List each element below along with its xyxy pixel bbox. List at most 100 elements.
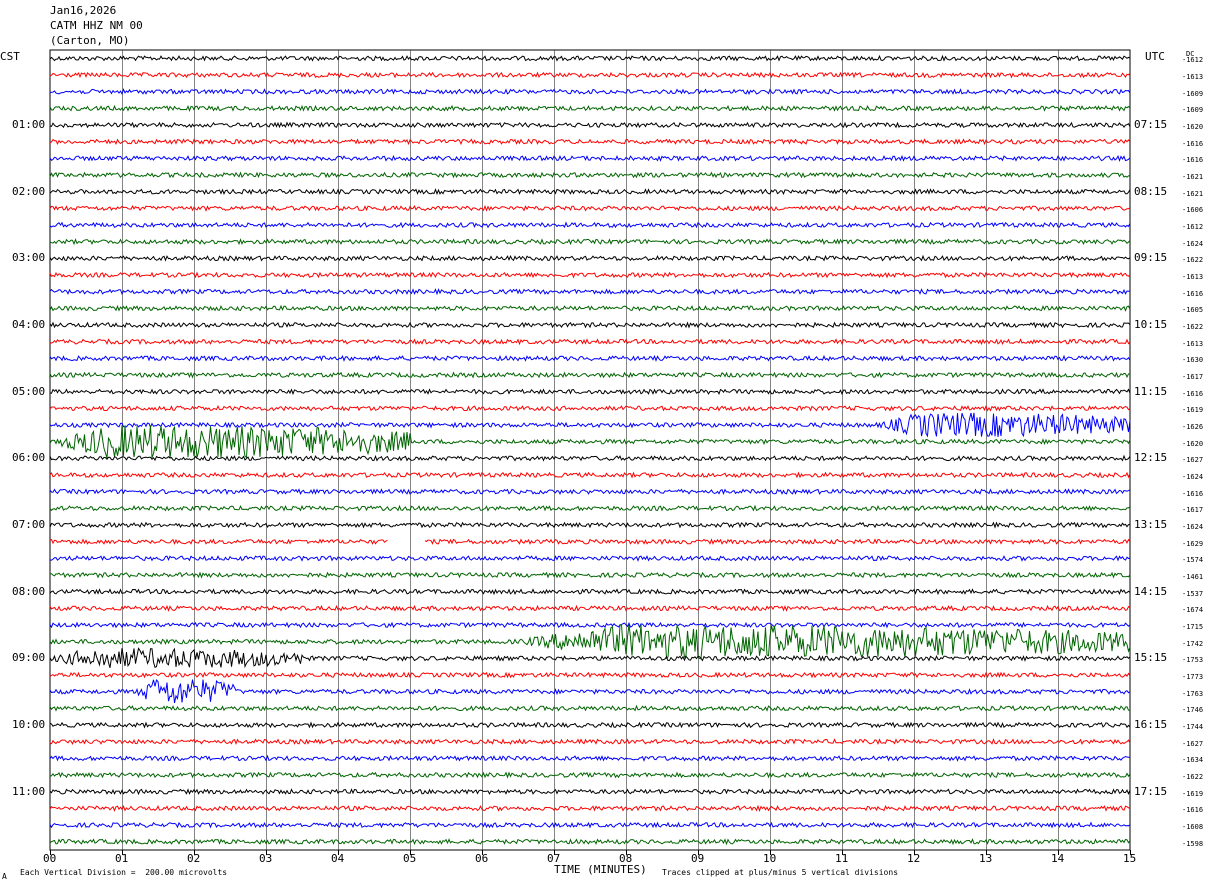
x-tick-label: 03 (259, 852, 273, 865)
seismic-trace (49, 304, 1131, 312)
right-hour-label: 10:15 (1134, 318, 1168, 331)
dc-offset-label: -1622 (1182, 256, 1204, 265)
left-timezone-label: CST (0, 50, 20, 63)
dc-offset-label: -1746 (1182, 706, 1204, 715)
dc-offset-label: -1598 (1182, 839, 1204, 848)
location-label: (Carton, MO) (50, 34, 130, 47)
left-hour-label: 03:00 (12, 251, 46, 265)
seismic-trace (49, 647, 1131, 669)
x-tick-label: 13 (979, 852, 993, 865)
right-hour-label: 09:15 (1134, 251, 1168, 265)
x-tick-label: 15 (1123, 852, 1137, 865)
seismic-trace (49, 154, 1131, 162)
corner-mark: A (2, 872, 7, 881)
x-tick-label: 10 (763, 852, 777, 865)
dc-offset-label: -1616 (1182, 806, 1204, 815)
dc-header-label: DC (1186, 50, 1195, 58)
seismic-trace (49, 171, 1131, 179)
x-axis-title: TIME (MINUTES) (554, 863, 647, 876)
x-tick-label: 08 (619, 852, 633, 865)
seismic-trace (49, 412, 1131, 438)
seismic-trace (49, 704, 1131, 712)
right-hour-label: 08:15 (1134, 184, 1168, 198)
station-label: CATM HHZ NM 00 (50, 19, 143, 32)
dc-offset-label: -1612 (1182, 223, 1204, 231)
dc-offset-label: -1715 (1182, 623, 1204, 631)
dc-offset-label: -1616 (1182, 389, 1204, 398)
seismic-trace (49, 788, 1131, 796)
dc-offset-label: -1616 (1182, 489, 1204, 498)
left-hour-label: 09:00 (12, 651, 46, 665)
seismic-trace (49, 404, 1131, 412)
dc-offset-label: -1753 (1182, 656, 1204, 665)
right-hour-label: 17:15 (1134, 784, 1168, 798)
plot-frame (49, 49, 1131, 851)
dc-offset-label: -1616 (1182, 156, 1204, 165)
seismic-trace (49, 238, 1131, 246)
right-timezone-label: UTC (1145, 50, 1165, 63)
x-tick-label: 01 (115, 852, 129, 865)
seismic-trace (49, 538, 1131, 546)
right-hour-label: 12:15 (1134, 451, 1168, 465)
dc-offset-label: -1537 (1182, 589, 1204, 598)
dc-offset-label: -1744 (1182, 723, 1204, 731)
dc-offset-label: -1608 (1182, 823, 1204, 831)
dc-offset-label: -1763 (1182, 689, 1204, 698)
dc-offset-label: -1606 (1182, 206, 1204, 215)
right-hour-label: 14:15 (1134, 584, 1168, 598)
x-tick-label: 09 (691, 852, 705, 865)
dc-offset-label: -1613 (1182, 339, 1204, 348)
x-tick-label: 04 (331, 852, 345, 865)
seismic-trace (49, 371, 1131, 379)
left-hour-label: 11:00 (12, 784, 46, 798)
dc-offset-label: -1461 (1182, 573, 1204, 581)
left-hour-label: 10:00 (12, 718, 46, 731)
dc-offset-label: -1617 (1182, 506, 1204, 515)
dc-offset-label: -1627 (1182, 739, 1204, 748)
seismic-trace (49, 271, 1131, 279)
x-tick-label: 14 (1051, 852, 1065, 865)
seismic-trace (49, 88, 1131, 96)
left-hour-label: 06:00 (12, 451, 46, 465)
dc-offset-label: -1621 (1182, 189, 1204, 198)
left-hour-label: 08:00 (12, 584, 46, 598)
left-hour-label: 02:00 (12, 184, 46, 198)
dc-offset-label: -1620 (1182, 123, 1204, 131)
dc-offset-label: -1629 (1182, 539, 1204, 548)
dc-offset-label: -1620 (1182, 439, 1204, 448)
seismic-trace (49, 678, 1131, 704)
dc-offset-label: -1613 (1182, 273, 1204, 281)
dc-offset-label: -1609 (1182, 89, 1204, 98)
x-tick-label: 12 (907, 852, 921, 865)
right-hour-label: 16:15 (1134, 718, 1168, 731)
x-tick-label: 00 (43, 852, 57, 865)
dc-offset-label: -1624 (1182, 523, 1204, 531)
dc-offset-label: -1634 (1182, 756, 1204, 765)
seismic-trace (49, 721, 1131, 729)
seismic-trace (49, 138, 1131, 146)
seismic-trace (49, 838, 1131, 846)
left-hour-label: 04:00 (12, 318, 46, 331)
seismic-trace (49, 288, 1131, 296)
seismic-trace (49, 54, 1131, 62)
dc-offset-label: -1622 (1182, 323, 1204, 331)
seismic-trace (49, 621, 1131, 629)
seismic-trace (49, 71, 1131, 79)
seismic-trace (49, 488, 1131, 496)
x-tick-label: 05 (403, 852, 417, 865)
x-tick-label: 07 (547, 852, 561, 865)
seismic-trace (49, 521, 1131, 529)
x-tick-label: 11 (835, 852, 849, 865)
dc-offset-label: -1574 (1182, 556, 1204, 565)
seismic-trace (49, 624, 1131, 660)
seismic-trace (49, 671, 1131, 679)
dc-offset-label: -1624 (1182, 473, 1204, 481)
seismic-trace (49, 388, 1131, 396)
seismic-trace (49, 471, 1131, 479)
dc-offset-label: -1622 (1182, 773, 1204, 781)
right-hour-label: 13:15 (1134, 518, 1168, 531)
x-tick-label: 06 (475, 852, 489, 865)
dc-offset-label: -1621 (1182, 173, 1204, 181)
dc-offset-label: -1626 (1182, 423, 1204, 431)
